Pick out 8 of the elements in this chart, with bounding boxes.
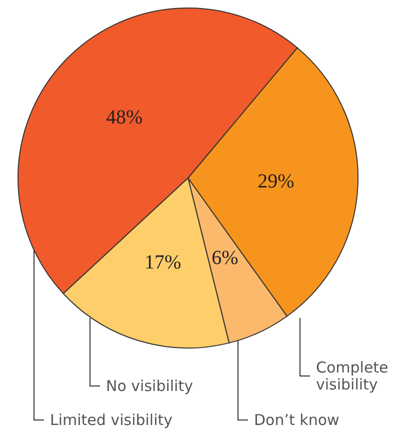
- data-label: 29%: [258, 170, 294, 192]
- data-label: 6%: [212, 246, 238, 269]
- data-label: 17%: [144, 251, 182, 274]
- slice-label: Complete visibility: [316, 358, 394, 394]
- slice-label: Limited visibility: [50, 411, 173, 429]
- slice-label: No visibility: [106, 377, 194, 395]
- slice-label: Don’t know: [254, 411, 340, 429]
- data-label: 48%: [106, 106, 143, 128]
